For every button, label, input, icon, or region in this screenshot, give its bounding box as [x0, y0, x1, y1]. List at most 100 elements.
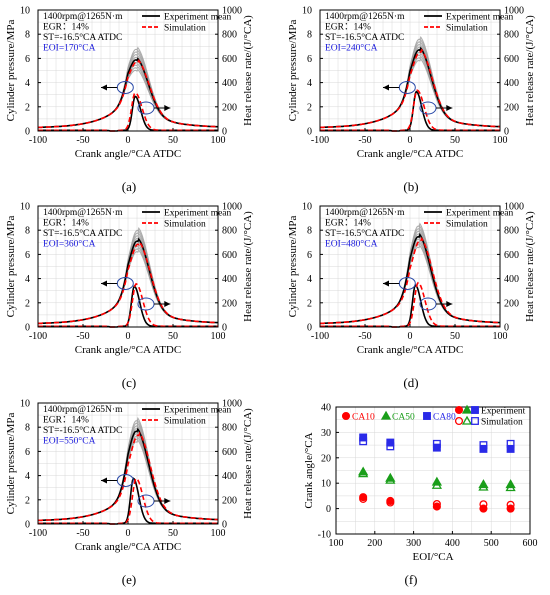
experiment-ca80-point — [506, 444, 515, 453]
simulation-ca10-point — [359, 494, 368, 503]
y2-tick-label: 800 — [222, 30, 237, 41]
condition-label: EGR：14% — [43, 416, 89, 426]
panel-e-axes: -100 -50 0 50 100024681002004006008001000Cra… — [5, 399, 254, 554]
y-tick-label: 6 — [25, 447, 30, 458]
x-tick-label: 50 — [450, 135, 460, 146]
y2-tick-label: 1000 — [222, 202, 242, 213]
simulation-ca10-point — [386, 498, 395, 507]
y2-tick-label: 400 — [222, 78, 237, 89]
x-axis-label: EOI/°CA — [412, 551, 453, 563]
condition-label: 1400rpm@1265N·m — [43, 12, 123, 22]
y-tick-label: 10 — [302, 202, 312, 213]
simulation-ca80-point — [386, 442, 395, 451]
panel-c-axis-indicators — [101, 276, 171, 311]
legend-label-simulation: Simulation — [446, 220, 488, 230]
condition-label: EGR：14% — [43, 219, 89, 229]
panel-label-e: (e) — [122, 572, 136, 587]
y2-tick-label: 400 — [222, 471, 237, 482]
y2-tick-label: 0 — [222, 323, 227, 334]
panel-b-axis-indicators — [383, 80, 453, 115]
condition-label: ST=-16.5°CA ATDC — [325, 32, 404, 43]
panel-c-simulation-pressure-line — [37, 240, 218, 325]
y-tick-label: 4 — [25, 78, 30, 89]
panel-e: -100 -50 0 50 100024681002004006008001000Cra… — [5, 399, 254, 554]
panel-a-simulation-hrr-line — [38, 91, 218, 132]
y2-tick-label: 200 — [222, 298, 237, 309]
panel-a: -100 -50 0 50 100024681002004006008001000Cra… — [5, 6, 254, 161]
y2-tick-label: 0 — [222, 127, 227, 138]
y2-tick-label: 1000 — [504, 6, 524, 17]
x-tick-label: 100 — [211, 135, 226, 146]
condition-label: 1400rpm@1265N·m — [43, 208, 123, 218]
eoi-label: EOI=240°CA — [325, 43, 378, 54]
x-tick-label: 200 — [367, 538, 382, 549]
y-tick-label: 10 — [20, 399, 30, 410]
x-tick-label: 100 — [493, 331, 508, 342]
y2-tick-label: 400 — [504, 274, 519, 285]
y2-axis-label: Heat release rate/(J/°CA) — [242, 211, 254, 322]
condition-label: ST=-16.5°CA ATDC — [43, 228, 122, 239]
x-tick-label: 50 — [168, 528, 178, 539]
y-tick-label: 0 — [307, 323, 312, 334]
legend-label-experiment: Experiment mean — [164, 209, 232, 219]
simulation-ca50-point — [385, 474, 396, 484]
y2-tick-label: 200 — [222, 102, 237, 113]
panel-c-simulation-hrr-line — [38, 282, 218, 328]
x-tick-label: 0 — [126, 528, 131, 539]
x-tick-label: 300 — [406, 538, 421, 549]
left-arrow-head — [101, 84, 107, 91]
panel-d-simulation-pressure-line — [319, 236, 500, 325]
y-tick-label: 0 — [25, 520, 30, 531]
x-tick-label: -100 — [29, 135, 47, 146]
condition-label: EGR：14% — [325, 219, 371, 229]
y-tick-label: 0 — [307, 127, 312, 138]
simulation-ca80-point — [506, 439, 515, 448]
y-tick-label: 4 — [307, 274, 312, 285]
y2-tick-label: 600 — [222, 250, 237, 261]
panel-label-b: (b) — [403, 179, 418, 194]
right-arrow-head — [164, 498, 171, 505]
panel-f-axes: 100 200 300 400 500 600 -10 0 10 20 30 40 EOI/°CA Cra… — [303, 403, 538, 564]
y2-tick-label: 0 — [222, 520, 227, 531]
eoi-label: EOI=550°CA — [43, 436, 96, 447]
y-axis-label: Cylinder pressure/MPa — [5, 20, 17, 122]
x-tick-label: 0 — [408, 331, 413, 342]
panel-e-simulation-pressure-line — [37, 431, 218, 522]
panel-b-simulation-hrr-line — [320, 89, 500, 132]
y2-tick-label: 0 — [504, 127, 509, 138]
y-tick-label: 10 — [321, 479, 331, 490]
panel-label-a: (a) — [122, 179, 136, 194]
x-tick-label: 500 — [484, 538, 499, 549]
x-tick-label: 50 — [168, 135, 178, 146]
y2-tick-label: 200 — [504, 102, 519, 113]
legend-label-experiment: Experiment mean — [164, 406, 232, 416]
legend-swatch-ca10 — [341, 411, 351, 421]
y-tick-label: 20 — [321, 453, 331, 464]
legend-exp-ca80 — [471, 406, 479, 414]
y-tick-label: 6 — [307, 54, 312, 65]
legend-label-experiment: Experiment mean — [446, 209, 514, 219]
panel-c: -100 -50 0 50 100024681002004006008001000Cra… — [5, 202, 254, 357]
legend-label-ca10: CA10 — [352, 413, 375, 423]
y-axis-label: Crank angle/°CA — [303, 432, 315, 508]
legend-sim-ca50 — [461, 415, 473, 425]
x-tick-label: 50 — [450, 331, 460, 342]
y2-axis-label: Heat release rate/(J/°CA) — [524, 15, 536, 126]
condition-label: ST=-16.5°CA ATDC — [325, 228, 404, 239]
y-tick-label: 40 — [321, 403, 331, 414]
panel-label-f: (f) — [405, 572, 418, 587]
simulation-ca50-point — [478, 481, 489, 491]
panel-b-simulation-pressure-line — [319, 48, 501, 129]
y-tick-label: 10 — [302, 6, 312, 17]
y2-tick-label: 400 — [222, 274, 237, 285]
y2-axis-label: Heat release rate/(J/°CA) — [242, 408, 254, 519]
y2-tick-label: 600 — [504, 54, 519, 65]
x-tick-label: -100 — [29, 331, 47, 342]
panel-e-experiment-pressure-line — [37, 427, 218, 522]
y-tick-label: 2 — [307, 298, 312, 309]
legend-label-simulation: Simulation — [164, 220, 206, 230]
